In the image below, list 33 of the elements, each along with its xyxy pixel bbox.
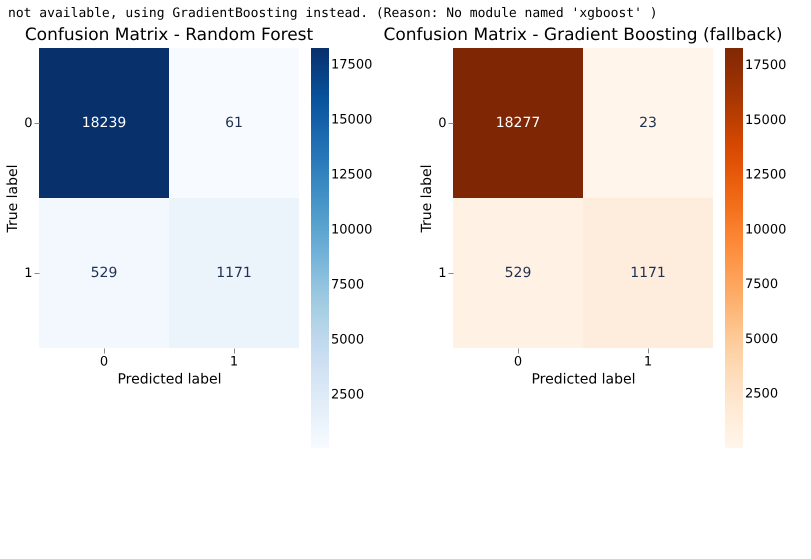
color-bar-label: 7500 xyxy=(331,277,364,292)
x-tick-label: 1 xyxy=(230,354,238,370)
color-bar-label: 5000 xyxy=(745,332,778,347)
data-label: 61 xyxy=(225,115,243,131)
color-bar-label: 12500 xyxy=(331,167,372,182)
data-label: 1171 xyxy=(630,265,666,281)
color-bar-label: 15000 xyxy=(331,112,372,128)
color-bar-label: 17500 xyxy=(331,57,372,72)
data-label: 529 xyxy=(504,265,532,281)
color-bar-label: 7500 xyxy=(745,277,778,292)
color-bar-label: 10000 xyxy=(745,222,786,238)
color-bar-label: 17500 xyxy=(745,58,786,74)
data-label: 23 xyxy=(639,115,657,131)
chart-title: Confusion Matrix - Random Forest xyxy=(24,25,314,45)
x-axis-title: Predicted label xyxy=(117,372,222,388)
y-axis-title: True label xyxy=(419,164,436,234)
x-tick-label: 1 xyxy=(644,354,652,370)
color-bar-label: 15000 xyxy=(745,112,786,128)
x-tick-label: 0 xyxy=(514,354,522,370)
data-label: 18239 xyxy=(82,115,126,131)
data-label: 18277 xyxy=(496,115,540,131)
color-bar-label: 2500 xyxy=(331,387,364,402)
color-bar-label: 2500 xyxy=(745,386,778,402)
color-bar-label: 12500 xyxy=(745,168,786,183)
chart-title: Confusion Matrix - Gradient Boosting (fallback) xyxy=(383,25,783,45)
x-tick-label: 0 xyxy=(100,354,108,370)
color-bar-label: 10000 xyxy=(331,222,372,238)
x-axis-title: Predicted label xyxy=(531,372,636,388)
data-label: 1171 xyxy=(216,265,252,281)
text: not available, using GradientBoosting instead. (Reason: No module named 'xgboost' ) xyxy=(7,5,659,21)
data-label: 529 xyxy=(90,265,118,281)
y-axis-title: True label xyxy=(5,164,22,234)
color-bar-label: 5000 xyxy=(331,332,364,348)
